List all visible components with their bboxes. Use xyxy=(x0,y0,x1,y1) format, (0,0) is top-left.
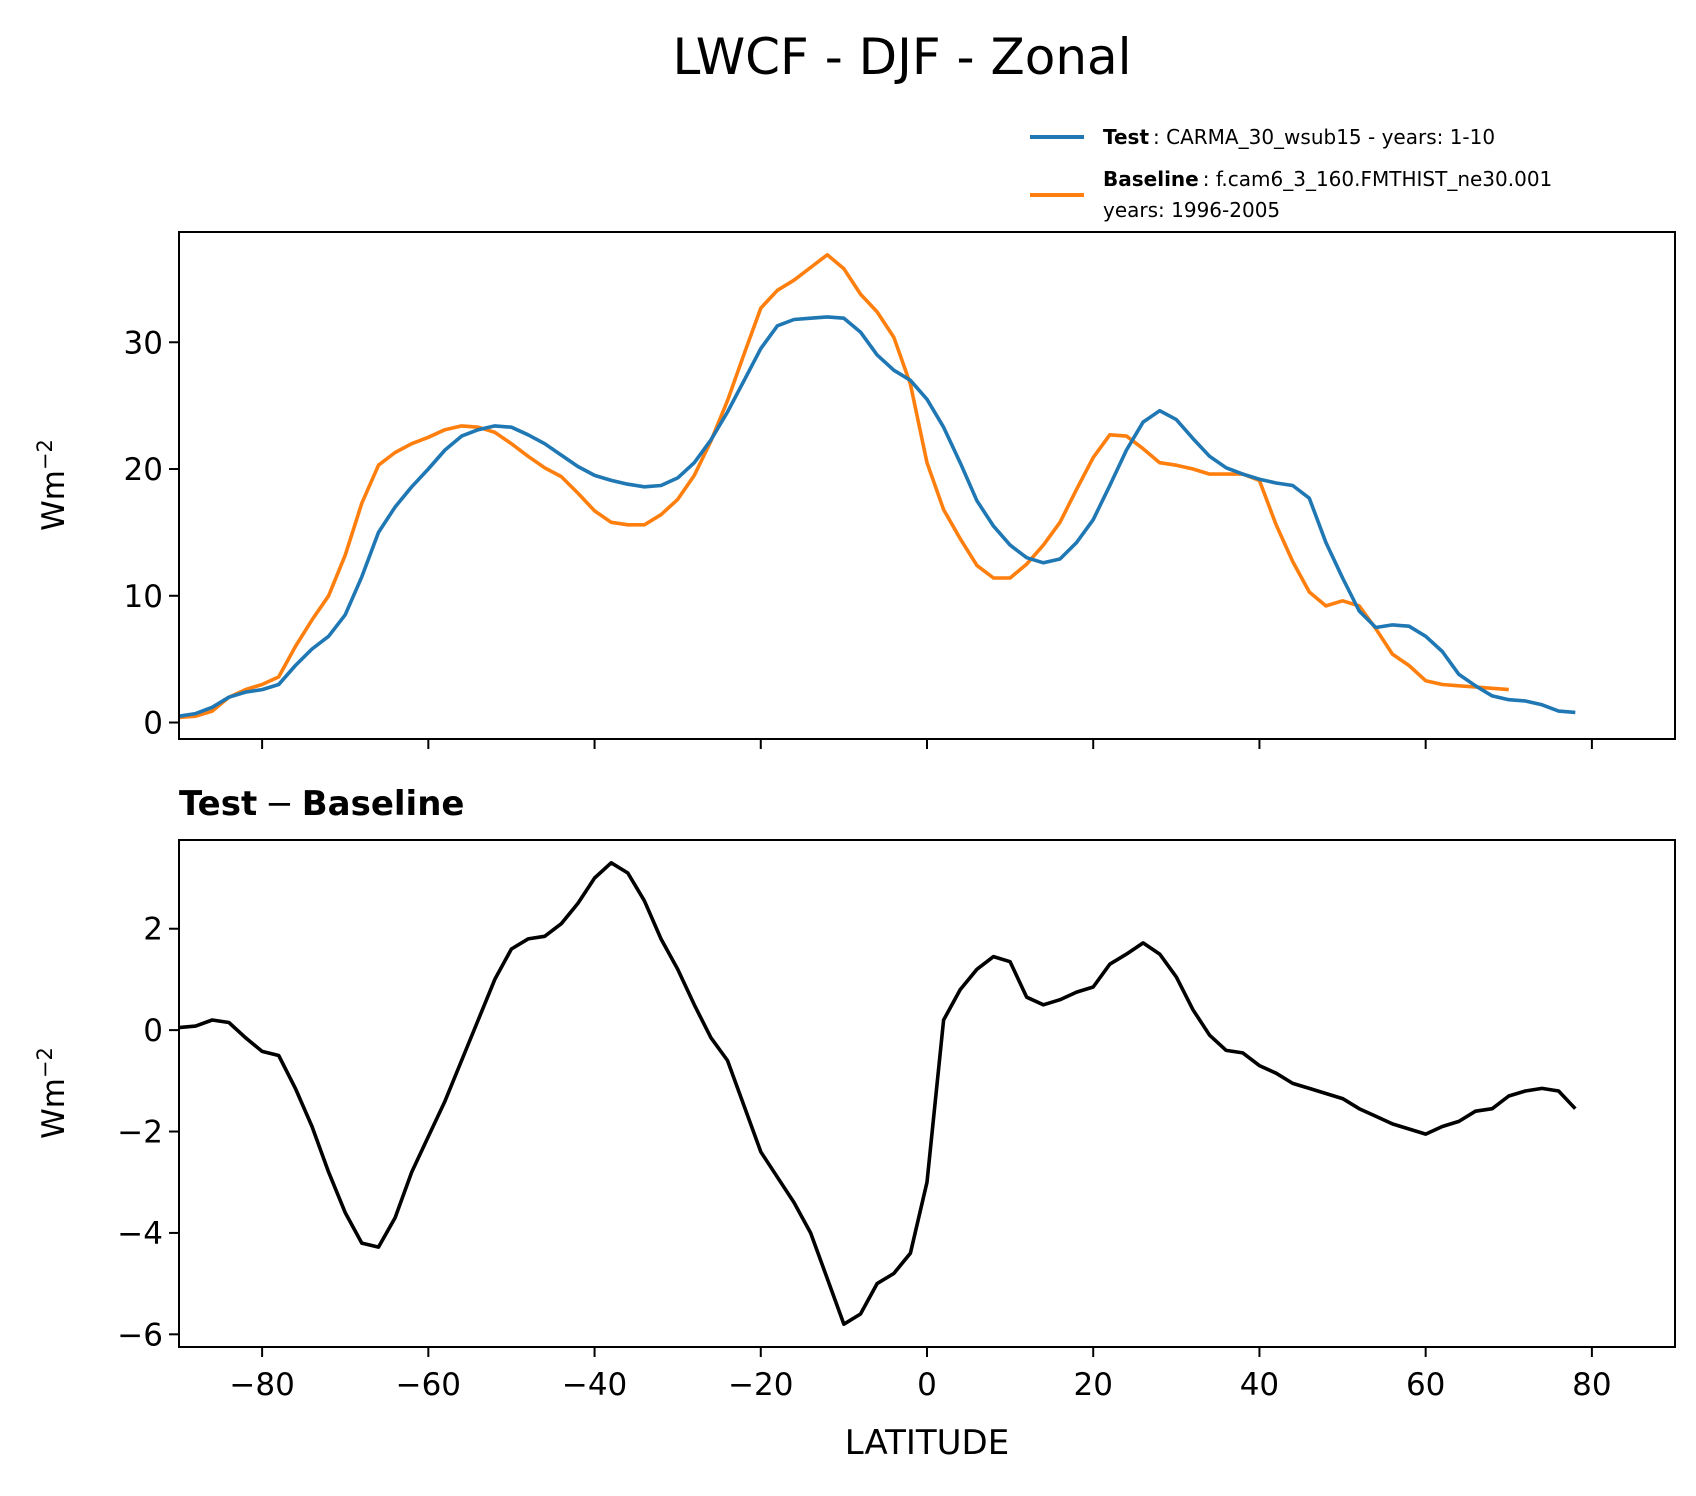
bottom-y-tick-label: −4 xyxy=(117,1216,163,1252)
bottom-y-tick-label: 0 xyxy=(143,1013,163,1049)
bottom-x-tick-label: 40 xyxy=(1240,1367,1279,1403)
bottom-y-tick-label: −2 xyxy=(117,1115,163,1151)
top-y-tick-label: 20 xyxy=(124,452,163,488)
legend-baseline-entry: Baseline: f.cam6_3_160.FMTHIST_ne30.001 xyxy=(1103,167,1552,191)
figure-title: LWCF - DJF - Zonal xyxy=(672,28,1131,86)
bottom-x-tick-label: 20 xyxy=(1073,1367,1112,1403)
bottom-x-tick-label: 80 xyxy=(1572,1367,1611,1403)
bottom-x-ticks: −80 −60 −40 −20 0 20 40 60 80 xyxy=(229,1347,1612,1403)
legend-test-label: Test xyxy=(1103,125,1149,149)
series-baseline-line xyxy=(178,253,1509,720)
diff-title-test: Test xyxy=(179,784,257,824)
legend-baseline-label: Baseline xyxy=(1103,167,1199,191)
legend-test-desc: : CARMA_30_wsub15 - years: 1-10 xyxy=(1153,125,1495,149)
top-y-tick-label: 10 xyxy=(124,579,163,615)
top-panel: 0 10 20 30 Wm−2 xyxy=(33,231,1676,749)
bottom-y-label-base: Wm xyxy=(36,1078,72,1139)
bottom-y-axis-label: Wm−2 xyxy=(33,1047,72,1139)
diff-title-baseline: Baseline xyxy=(302,784,465,824)
bottom-y-label-exp: −2 xyxy=(33,1047,57,1078)
diff-title-minus: − xyxy=(265,784,294,824)
legend-test-entry: Test: CARMA_30_wsub15 - years: 1-10 xyxy=(1103,125,1495,149)
bottom-panel: −6−4−202 −80 −60 −40 −20 0 20 40 60 80 Wm−2 LATI… xyxy=(33,839,1676,1463)
bottom-y-tick-label: −6 xyxy=(117,1317,163,1353)
bottom-x-tick-label: −40 xyxy=(562,1367,627,1403)
bottom-x-tick-label: −60 xyxy=(396,1367,461,1403)
top-y-tick-label: 0 xyxy=(143,706,163,742)
top-y-ticks: 0 10 20 30 xyxy=(124,325,179,742)
legend: Test: CARMA_30_wsub15 - years: 1-10 Base… xyxy=(1030,125,1552,222)
top-axes-frame xyxy=(178,231,1676,740)
top-plot-area xyxy=(179,232,1675,739)
top-y-axis-label: Wm−2 xyxy=(33,439,72,531)
bottom-x-tick-label: 60 xyxy=(1406,1367,1445,1403)
top-x-ticks xyxy=(261,739,1593,749)
legend-baseline-years: years: 1996-2005 xyxy=(1103,198,1280,222)
bottom-x-tick-label: −80 xyxy=(229,1367,294,1403)
x-axis-label: LATITUDE xyxy=(845,1423,1009,1463)
bottom-axes-frame xyxy=(178,839,1676,1348)
bottom-x-tick-label: 0 xyxy=(917,1367,937,1403)
series-difference-line xyxy=(178,861,1577,1326)
legend-baseline-desc: : f.cam6_3_160.FMTHIST_ne30.001 xyxy=(1203,167,1553,191)
bottom-plot-area xyxy=(179,840,1675,1347)
top-y-tick-label: 30 xyxy=(124,325,163,361)
diff-panel-title: Test − Baseline xyxy=(179,784,464,824)
bottom-y-ticks: −6 −4 −2 0 2 xyxy=(117,912,179,1353)
top-y-label-exp: −2 xyxy=(33,439,57,470)
bottom-x-tick-label: −20 xyxy=(728,1367,793,1403)
top-y-label-base: Wm xyxy=(36,470,72,531)
bottom-y-tick-label: 2 xyxy=(143,912,163,948)
series-test-line xyxy=(178,315,1576,718)
